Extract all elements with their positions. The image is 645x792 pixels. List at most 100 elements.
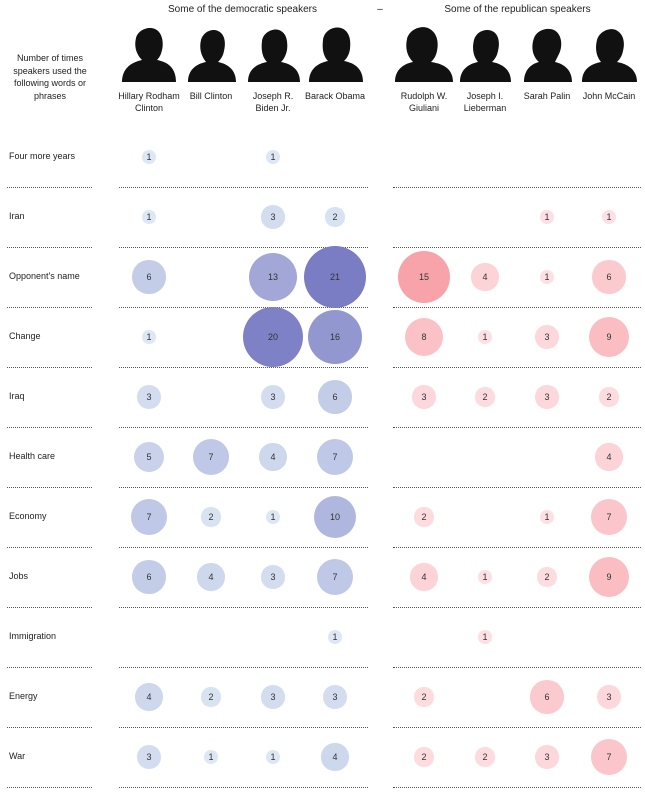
row-separator [7, 427, 92, 428]
speaker-name: Bill Clinton [189, 91, 233, 101]
row-separator [7, 487, 92, 488]
bubble-mark: 5 [133, 441, 165, 473]
bubble-mark: 2 [475, 747, 495, 767]
row-label: Four more years [9, 151, 76, 161]
speaker-name: Joseph R. Biden Jr. [252, 91, 294, 113]
speaker-name: Barack Obama [304, 91, 366, 101]
bubble-mark: 3 [137, 745, 161, 769]
bubble-mark: 7 [591, 499, 627, 535]
row-label: Economy [9, 511, 47, 521]
row-separator [119, 307, 368, 308]
row-label: Jobs [9, 571, 29, 581]
bubble-mark: 6 [530, 680, 564, 714]
row-separator [393, 607, 641, 608]
row-separator [7, 187, 92, 188]
speaker-silhouette [524, 28, 572, 82]
bubble-mark: 9 [588, 556, 630, 598]
republican-group-title: Some of the republican speakers [444, 4, 591, 15]
row-separator [7, 667, 92, 668]
row-separator [393, 487, 641, 488]
speaker-name: Hillary Rodham Clinton [118, 91, 180, 113]
row-separator [119, 607, 368, 608]
row-separator [393, 787, 641, 788]
row-label: Health care [9, 451, 56, 461]
speaker-silhouette [309, 27, 363, 82]
bubble-mark: 2 [414, 747, 434, 767]
bubble-mark: 4 [595, 443, 623, 471]
row-label: Energy [9, 691, 38, 701]
bubble-mark: 2 [599, 387, 619, 407]
row-separator [393, 427, 641, 428]
speaker-name: John McCain [582, 91, 636, 101]
bubble-mark: 1 [328, 630, 342, 644]
bubble-mark: 15 [397, 250, 451, 304]
bubble-mark: 10 [313, 495, 357, 539]
bubble-mark: 1 [478, 330, 492, 344]
row-separator [119, 247, 368, 248]
bubble-mark: 2 [414, 507, 434, 527]
row-separator [7, 367, 92, 368]
bubble-mark: 1 [266, 510, 280, 524]
row-separator [119, 487, 368, 488]
row-separator [119, 667, 368, 668]
row-separator [7, 607, 92, 608]
row-separator [393, 727, 641, 728]
bubble-mark: 1 [204, 750, 218, 764]
speaker-name: Joseph I. Lieberman [463, 91, 507, 113]
speaker-silhouette [188, 30, 236, 82]
row-separator [393, 547, 641, 548]
bubble-mark: 1 [478, 630, 492, 644]
row-separator [119, 547, 368, 548]
row-separator [7, 547, 92, 548]
bubble-mark: 1 [540, 270, 554, 284]
row-label: Iran [9, 211, 25, 221]
row-separator [7, 787, 92, 788]
bubble-mark: 3 [323, 685, 347, 709]
bubble-mark: 6 [132, 260, 166, 294]
bubble-mark: 1 [142, 150, 156, 164]
group-separator-dash: – [377, 4, 383, 15]
bubble-mark: 6 [592, 260, 626, 294]
bubble-mark: 4 [259, 443, 287, 471]
bubble-mark: 9 [588, 316, 630, 358]
row-label: Change [9, 331, 41, 341]
row-label: Opponent's name [9, 271, 80, 281]
row-separator [7, 307, 92, 308]
speaker-silhouette [460, 30, 511, 82]
bubble-mark: 3 [137, 385, 161, 409]
bubble-mark: 3 [261, 685, 285, 709]
row-label: Iraq [9, 391, 25, 401]
bubble-mark: 3 [535, 745, 559, 769]
bubble-mark: 2 [414, 687, 434, 707]
bubble-mark: 2 [201, 687, 221, 707]
speaker-silhouette [395, 27, 453, 82]
bubble-mark: 3 [261, 565, 285, 589]
speaker-silhouette [122, 28, 176, 82]
bubble-mark: 4 [321, 743, 349, 771]
bubble-mark: 1 [266, 750, 280, 764]
row-separator [119, 427, 368, 428]
row-separator [393, 367, 641, 368]
row-separator [7, 727, 92, 728]
row-separator [7, 247, 92, 248]
bubble-mark: 1 [142, 210, 156, 224]
speaker-name: Rudolph W. Giuliani [400, 91, 448, 113]
bubble-mark: 1 [602, 210, 616, 224]
bubble-mark: 7 [317, 439, 353, 475]
row-separator [119, 187, 368, 188]
row-separator [119, 367, 368, 368]
bubble-mark: 7 [317, 559, 353, 595]
bubble-mark: 7 [591, 739, 627, 775]
democratic-group-title: Some of the democratic speakers [168, 4, 317, 15]
row-separator [119, 727, 368, 728]
bubble-mark: 1 [540, 210, 554, 224]
bubble-mark: 2 [537, 567, 557, 587]
bubble-mark: 3 [535, 325, 559, 349]
bubble-mark: 3 [261, 385, 285, 409]
bubble-mark: 4 [410, 563, 438, 591]
row-separator [119, 787, 368, 788]
bubble-mark: 1 [266, 150, 280, 164]
bubble-mark: 2 [201, 507, 221, 527]
bubble-mark: 1 [540, 510, 554, 524]
bubble-mark: 4 [197, 563, 225, 591]
